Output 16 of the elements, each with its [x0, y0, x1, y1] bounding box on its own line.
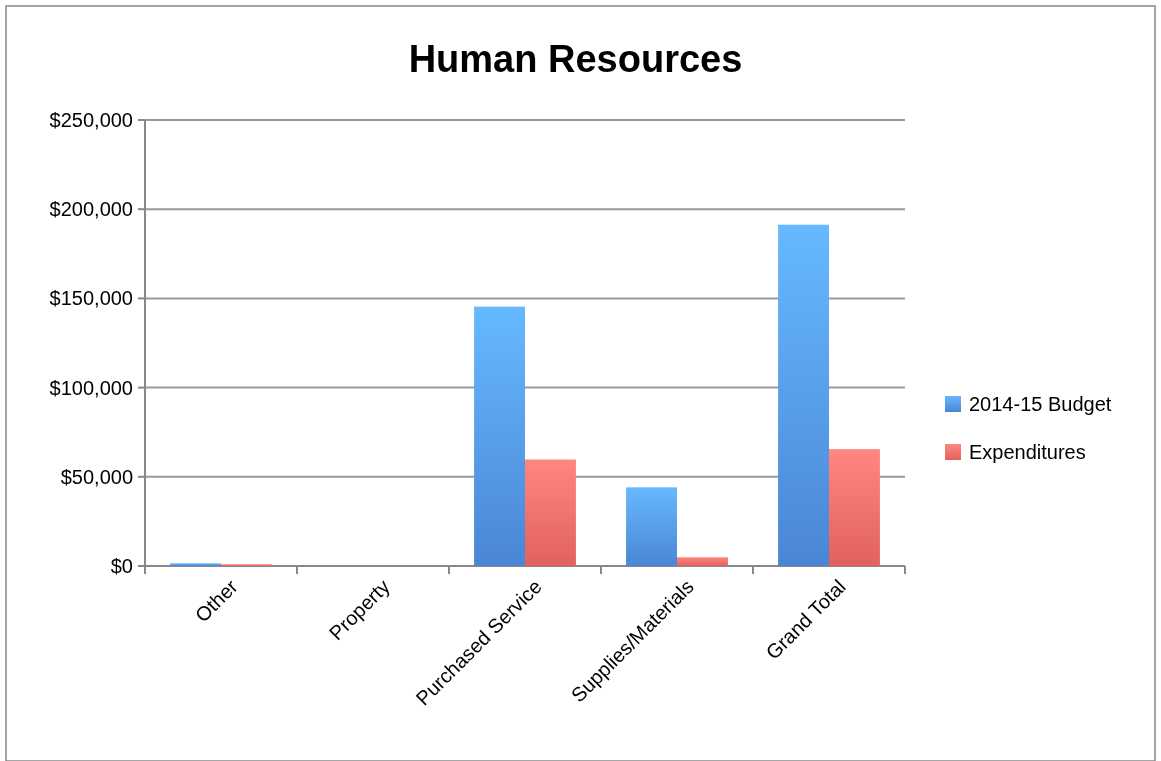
- bar: [474, 306, 525, 566]
- chart-title: Human Resources: [408, 38, 743, 80]
- bar: [626, 487, 677, 566]
- legend-label: Expenditures: [969, 441, 1086, 463]
- y-tick-label: $150,000: [49, 287, 133, 310]
- y-tick-label: $0: [110, 555, 133, 577]
- y-tick-label: $200,000: [49, 198, 133, 221]
- bar: [677, 557, 728, 566]
- bar: [525, 459, 576, 566]
- bar: [778, 224, 829, 566]
- legend-label: 2014-15 Budget: [969, 393, 1112, 415]
- bar: [829, 449, 880, 566]
- bar: [170, 563, 221, 566]
- y-tick-label: $50,000: [60, 465, 133, 488]
- y-tick-label: $250,000: [49, 109, 133, 131]
- y-tick-label: $100,000: [49, 376, 133, 399]
